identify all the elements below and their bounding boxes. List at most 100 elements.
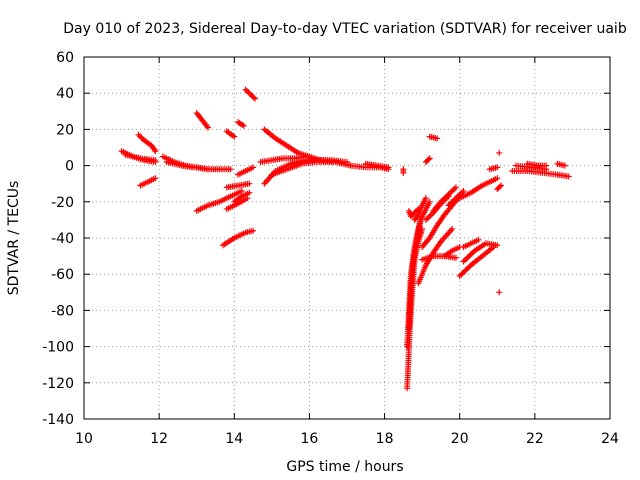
data-point <box>463 266 470 273</box>
data-point <box>425 156 432 163</box>
data-point <box>460 268 467 275</box>
data-point <box>152 157 159 164</box>
data-point <box>240 122 247 129</box>
data-point <box>458 271 465 278</box>
data-point <box>498 182 505 189</box>
y-tick-label: 40 <box>56 86 74 102</box>
data-point <box>246 180 253 187</box>
data-point <box>152 175 159 182</box>
data-point <box>462 267 469 274</box>
x-tick-label: 14 <box>225 431 243 447</box>
data-point <box>456 273 463 280</box>
y-tick-label: 20 <box>56 122 74 138</box>
x-tick-label: 24 <box>601 431 619 447</box>
y-tick-label: -80 <box>51 303 74 319</box>
y-tick-label: -20 <box>51 195 74 211</box>
y-tick-label: -100 <box>42 340 74 356</box>
x-tick-label: 18 <box>376 431 394 447</box>
data-point <box>135 131 142 138</box>
data-point <box>136 133 143 140</box>
series-arc-v <box>287 157 354 169</box>
series-arc-j <box>223 128 238 140</box>
series-arc-av <box>509 168 572 180</box>
data-point <box>238 187 245 194</box>
plot-frame <box>83 56 611 420</box>
series-arc-am <box>419 253 459 263</box>
data-point <box>231 133 238 140</box>
data-point <box>459 270 466 277</box>
series-arc-af <box>426 133 441 142</box>
axis-ticks: 10 12 14 16 18 20 22 24 60 40 20 0 -20 -40 -60 -80 -100 -… <box>42 50 619 447</box>
data-point <box>251 95 258 102</box>
series-arc-l <box>242 86 258 102</box>
series-arc-p <box>235 164 257 178</box>
data-point <box>496 183 503 190</box>
series-arc-ap <box>460 240 501 265</box>
y-tick-label: -40 <box>51 231 74 247</box>
data-point <box>152 148 159 155</box>
data-point <box>385 164 392 171</box>
x-tick-label: 12 <box>150 431 168 447</box>
data-point <box>400 169 407 176</box>
data-points <box>118 86 572 392</box>
y-axis-label: SDTVAR / TECUs <box>6 181 22 296</box>
data-point <box>426 155 433 162</box>
data-point <box>494 164 501 171</box>
series-arc-aq <box>460 236 482 251</box>
y-tick-label: -60 <box>51 267 74 283</box>
data-point <box>460 187 467 194</box>
data-point <box>496 289 503 296</box>
x-tick-label: 22 <box>526 431 544 447</box>
data-point <box>227 166 234 173</box>
grid <box>84 57 610 419</box>
series-arc-d <box>137 175 159 189</box>
data-point <box>565 173 572 180</box>
series-arc-i <box>193 187 245 214</box>
y-tick-label: 0 <box>65 159 74 175</box>
data-point <box>464 254 471 261</box>
series-arc-ax <box>524 160 550 169</box>
data-point <box>204 124 211 131</box>
series-arc-ae <box>422 155 433 165</box>
data-point <box>466 253 473 260</box>
data-point <box>246 189 253 196</box>
series-arc-ar <box>486 164 501 173</box>
y-tick-label: -140 <box>42 412 74 428</box>
y-tick-label: 60 <box>56 50 74 66</box>
data-point <box>452 254 459 261</box>
series-arc-as <box>494 182 505 193</box>
data-point <box>460 258 467 265</box>
data-point <box>414 212 421 219</box>
series-arc-ay <box>554 160 568 169</box>
data-point <box>467 251 474 258</box>
data-point <box>242 86 249 93</box>
data-point <box>426 198 433 205</box>
series-arc-ab <box>405 216 424 332</box>
data-point <box>250 94 257 101</box>
data-point <box>138 134 145 141</box>
series-arc-aj <box>430 184 459 214</box>
series-arc-ad <box>411 195 429 223</box>
x-tick-label: 10 <box>75 431 93 447</box>
data-point <box>250 164 257 171</box>
data-point <box>250 227 257 234</box>
series-arc-k <box>235 119 247 129</box>
series-arc-f <box>163 158 196 171</box>
y-tick-label: -120 <box>42 376 74 392</box>
series-arc-at <box>496 289 503 296</box>
data-point <box>245 89 252 96</box>
data-point <box>151 146 158 153</box>
data-point <box>463 255 470 262</box>
data-point <box>494 175 501 182</box>
data-point <box>461 257 468 264</box>
series-arc-ao <box>456 244 497 280</box>
series-arc-g <box>193 164 234 173</box>
data-point <box>449 225 456 232</box>
data-point <box>475 236 482 243</box>
series-arc-au <box>496 149 503 156</box>
data-point <box>422 195 429 202</box>
data-point <box>496 149 503 156</box>
series-arc-m <box>223 180 253 191</box>
chart-title: Day 010 of 2023, Sidereal Day-to-day VTE… <box>63 21 627 37</box>
